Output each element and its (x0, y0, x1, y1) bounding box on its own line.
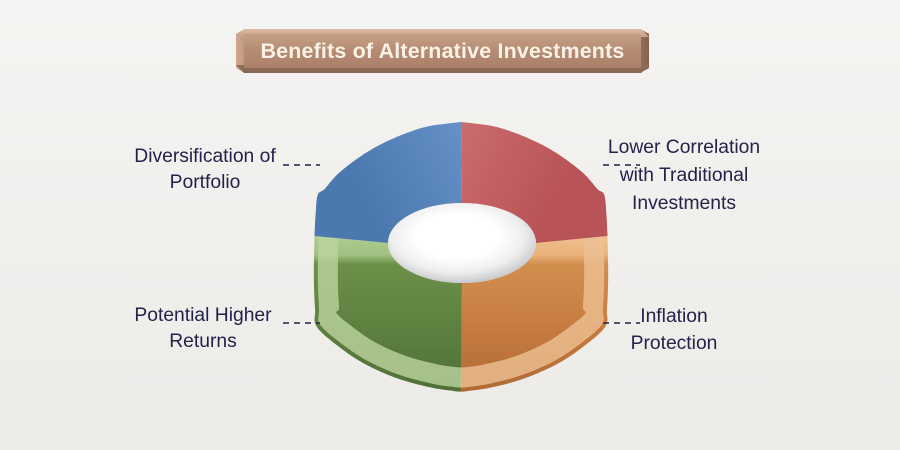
svg-text:Investments: Investments (632, 193, 736, 214)
svg-text:Diversification of: Diversification of (134, 146, 276, 167)
svg-text:Protection: Protection (631, 333, 718, 354)
svg-text:Inflation: Inflation (640, 306, 708, 327)
svg-text:with Traditional: with Traditional (619, 165, 749, 186)
svg-text:Lower Correlation: Lower Correlation (608, 137, 760, 158)
svg-text:Portfolio: Portfolio (170, 172, 241, 193)
svg-text:Potential Higher: Potential Higher (134, 305, 272, 326)
svg-text:Returns: Returns (169, 331, 237, 352)
